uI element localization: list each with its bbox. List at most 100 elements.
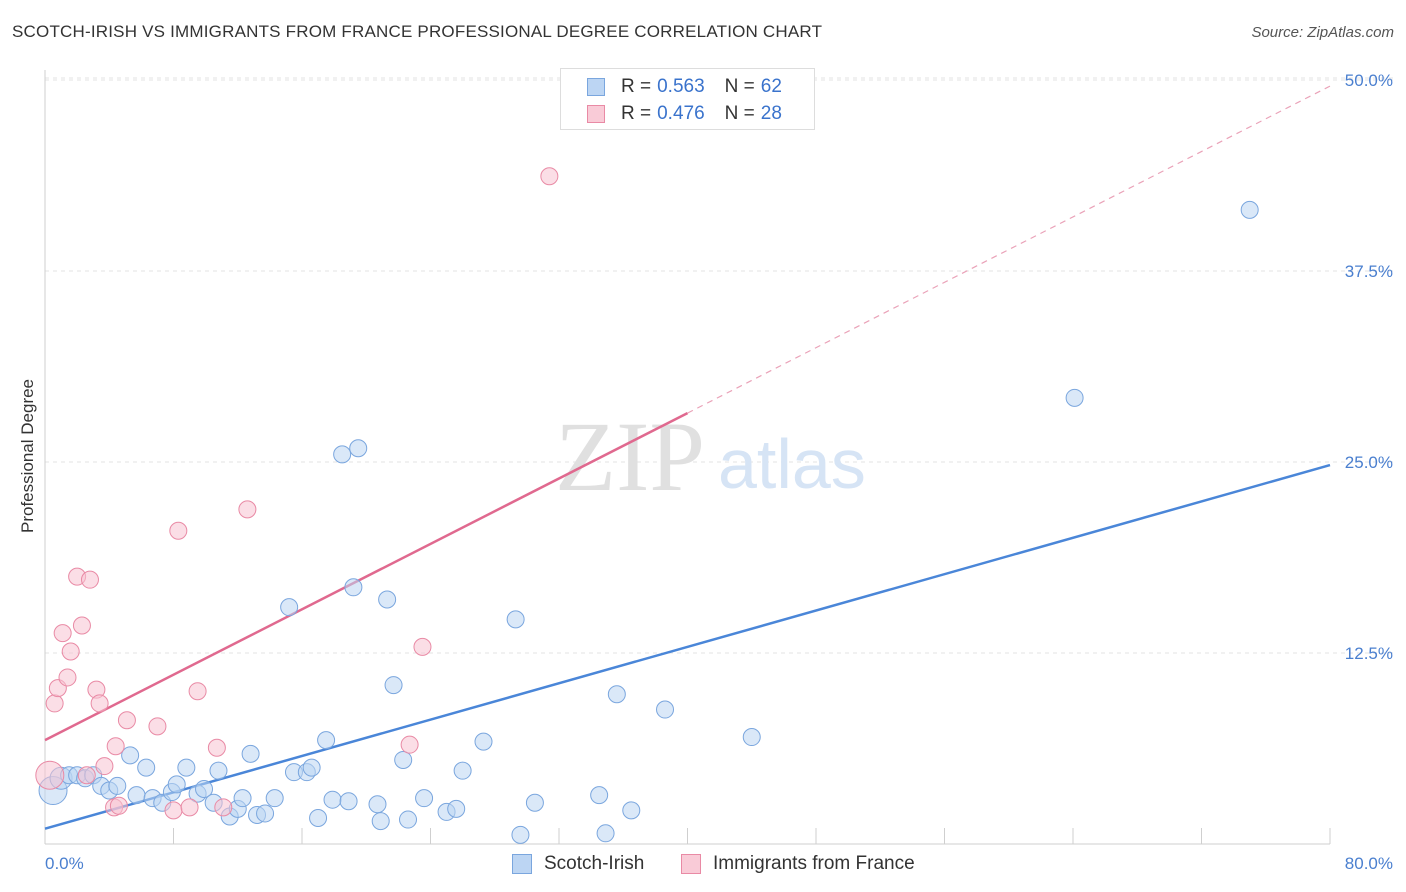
bottom-legend-swatch-scotch-irish <box>512 854 532 874</box>
point-scotch-irish <box>525 793 544 812</box>
bottom-legend-label-scotch-irish: Scotch-Irish <box>544 853 645 874</box>
bottom-legend-label-immigrants-france: Immigrants from France <box>713 853 915 874</box>
point-scotch-irish <box>742 728 761 747</box>
point-scotch-irish <box>256 804 275 823</box>
point-immigrants-france <box>180 798 199 817</box>
legend-n-label: N = <box>724 103 755 124</box>
watermark-zip: ZIP <box>555 401 705 512</box>
point-scotch-irish <box>195 779 214 798</box>
point-immigrants-france <box>169 521 188 540</box>
point-scotch-irish <box>399 810 418 829</box>
legend-r-value: 0.476 <box>657 103 705 124</box>
point-immigrants-france <box>80 570 99 589</box>
point-scotch-irish <box>384 676 403 695</box>
legend-row-scotch-irish: R = 0.563 N = 62 <box>587 75 782 99</box>
point-immigrants-france <box>109 796 128 815</box>
point-immigrants-france <box>540 167 559 186</box>
y-tick-label: 37.5% <box>1345 262 1393 281</box>
trendlines <box>44 85 1331 830</box>
point-scotch-irish <box>209 761 228 780</box>
legend-r-value: 0.563 <box>657 76 705 97</box>
point-scotch-irish <box>453 761 472 780</box>
point-scotch-irish <box>590 786 609 805</box>
point-immigrants-france <box>214 798 233 817</box>
y-tick-label: 50.0% <box>1345 71 1393 90</box>
point-scotch-irish <box>1240 200 1259 219</box>
legend-n-label: N = <box>724 76 755 97</box>
watermark-atlas: atlas <box>718 425 866 503</box>
point-immigrants-france <box>95 757 114 776</box>
point-immigrants-france <box>238 500 257 519</box>
point-scotch-irish <box>394 750 413 769</box>
bottom-legend-immigrants-france[interactable]: Immigrants from France <box>681 852 915 876</box>
x-tick-label-min: 0.0% <box>45 854 84 873</box>
point-immigrants-france <box>413 637 432 656</box>
point-scotch-irish <box>309 809 328 828</box>
trendline-immigrants-france-extension <box>687 85 1331 414</box>
legend-swatch-immigrants-france <box>587 105 605 123</box>
legend-n-value: 28 <box>760 103 782 124</box>
point-scotch-irish <box>317 731 336 750</box>
legend-n-value: 62 <box>760 76 782 97</box>
point-scotch-irish <box>280 598 299 617</box>
point-scotch-irish <box>233 789 252 808</box>
gridlines <box>45 77 1395 654</box>
point-scotch-irish <box>137 758 156 777</box>
chart-title: SCOTCH-IRISH VS IMMIGRANTS FROM FRANCE P… <box>12 22 823 41</box>
point-scotch-irish <box>339 792 358 811</box>
point-scotch-irish <box>333 445 352 464</box>
point-scotch-irish <box>302 758 321 777</box>
point-scotch-irish <box>241 744 260 763</box>
point-scotch-irish <box>415 789 434 808</box>
point-immigrants-france <box>58 668 77 687</box>
point-scotch-irish <box>349 439 368 458</box>
point-immigrants-france <box>400 735 419 754</box>
point-immigrants-france <box>61 642 80 661</box>
point-scotch-irish <box>511 825 530 844</box>
legend-row-immigrants-france: R = 0.476 N = 28 <box>587 102 782 126</box>
point-scotch-irish <box>344 578 363 597</box>
point-scotch-irish <box>596 824 615 843</box>
bottom-legend-swatch-immigrants-france <box>681 854 701 874</box>
point-scotch-irish <box>447 799 466 818</box>
point-scotch-irish <box>167 775 186 794</box>
data-points <box>35 167 1259 844</box>
tick-labels: 12.5% 25.0% 37.5% 50.0% 0.0% 80.0% <box>45 71 1393 873</box>
point-scotch-irish <box>474 732 493 751</box>
point-immigrants-france <box>72 616 91 635</box>
legend-r-label: R = <box>621 76 652 97</box>
point-scotch-irish <box>108 776 127 795</box>
point-scotch-irish <box>622 801 641 820</box>
axes <box>44 70 1331 845</box>
point-scotch-irish <box>323 790 342 809</box>
point-scotch-irish <box>1065 388 1084 407</box>
point-scotch-irish <box>378 590 397 609</box>
point-immigrants-france <box>188 682 207 701</box>
stats-legend: R = 0.563 N = 62 R = 0.476 N = 28 <box>560 68 815 130</box>
point-immigrants-france <box>164 801 183 820</box>
point-immigrants-france <box>35 760 65 790</box>
point-scotch-irish <box>656 700 675 719</box>
point-immigrants-france <box>77 766 96 785</box>
point-immigrants-france <box>53 624 72 643</box>
point-scotch-irish <box>368 795 387 814</box>
legend-swatch-scotch-irish <box>587 78 605 96</box>
y-tick-label: 25.0% <box>1345 453 1393 472</box>
legend-r-label: R = <box>621 103 652 124</box>
point-immigrants-france <box>45 694 64 713</box>
point-scotch-irish <box>177 758 196 777</box>
source-credit: Source: ZipAtlas.com <box>1251 24 1394 41</box>
point-scotch-irish <box>265 789 284 808</box>
point-scotch-irish <box>121 746 140 765</box>
point-scotch-irish <box>506 610 525 629</box>
point-immigrants-france <box>90 694 109 713</box>
x-tick-label-max: 80.0% <box>1345 854 1393 873</box>
trendline-immigrants-france <box>44 411 689 742</box>
bottom-legend-scotch-irish[interactable]: Scotch-Irish <box>512 852 644 876</box>
point-immigrants-france <box>106 737 125 756</box>
trendline-scotch-irish <box>44 463 1331 830</box>
point-immigrants-france <box>148 717 167 736</box>
point-immigrants-france <box>117 711 136 730</box>
point-scotch-irish <box>607 685 626 704</box>
